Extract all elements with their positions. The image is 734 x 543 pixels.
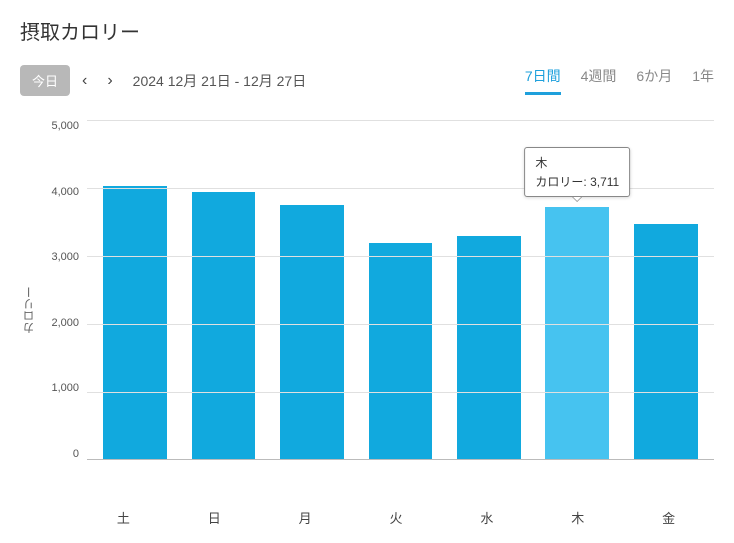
y-tick-label: 1,000 bbox=[51, 382, 79, 394]
x-tick-label: 木 bbox=[532, 508, 623, 527]
bar-月[interactable] bbox=[280, 205, 344, 459]
toolbar: 今日 ‹ › 2024 12月 21日 - 12月 27日 7日間 4週間 6か月 1… bbox=[20, 65, 714, 96]
bar-slot: 木カロリー: 3,711 bbox=[533, 120, 621, 459]
period-tab-2[interactable]: 6か月 bbox=[636, 66, 672, 95]
chevron-right-icon: › bbox=[107, 72, 112, 89]
period-tabs: 7日間 4週間 6か月 1年 bbox=[525, 66, 714, 95]
x-axis-labels: 土日月火水木金 bbox=[78, 508, 714, 527]
prev-button[interactable]: ‹ bbox=[74, 68, 95, 94]
toolbar-left: 今日 ‹ › 2024 12月 21日 - 12月 27日 bbox=[20, 65, 306, 96]
gridline bbox=[87, 120, 714, 121]
x-tick-label: 火 bbox=[351, 508, 442, 527]
tooltip-value: カロリー: 3,711 bbox=[535, 173, 619, 190]
gridline bbox=[87, 256, 714, 257]
plot-area: 木カロリー: 3,711 bbox=[87, 120, 714, 460]
bar-木[interactable] bbox=[545, 207, 609, 459]
bar-金[interactable] bbox=[634, 224, 698, 459]
x-tick-label: 金 bbox=[623, 508, 714, 527]
gridline bbox=[87, 392, 714, 393]
x-tick-label: 日 bbox=[169, 508, 260, 527]
chart-area: カロリー 5,000 4,000 3,000 2,000 1,000 0 木カロリー: 3… bbox=[20, 120, 714, 500]
bar-slot bbox=[268, 120, 356, 459]
bars-container: 木カロリー: 3,711 bbox=[87, 120, 714, 459]
x-tick-label: 土 bbox=[78, 508, 169, 527]
next-button[interactable]: › bbox=[99, 68, 120, 94]
bar-土[interactable] bbox=[103, 186, 167, 459]
chevron-left-icon: ‹ bbox=[82, 72, 87, 89]
bar-火[interactable] bbox=[369, 243, 433, 459]
today-button[interactable]: 今日 bbox=[20, 65, 70, 96]
period-tab-3[interactable]: 1年 bbox=[692, 66, 714, 95]
period-tab-0[interactable]: 7日間 bbox=[525, 66, 561, 95]
bar-slot bbox=[356, 120, 444, 459]
y-axis-ticks: 5,000 4,000 3,000 2,000 1,000 0 bbox=[43, 120, 87, 460]
y-tick-label: 0 bbox=[73, 448, 79, 460]
bar-slot bbox=[622, 120, 710, 459]
gridline bbox=[87, 324, 714, 325]
bar-slot bbox=[91, 120, 179, 459]
x-tick-label: 水 bbox=[441, 508, 532, 527]
period-tab-1[interactable]: 4週間 bbox=[581, 66, 617, 95]
y-tick-label: 2,000 bbox=[51, 317, 79, 329]
bar-日[interactable] bbox=[192, 192, 256, 459]
y-tick-label: 5,000 bbox=[51, 120, 79, 132]
y-tick-label: 3,000 bbox=[51, 251, 79, 263]
page-title: 摂取カロリー bbox=[20, 16, 714, 45]
y-tick-label: 4,000 bbox=[51, 186, 79, 198]
bar-slot bbox=[179, 120, 267, 459]
tooltip: 木カロリー: 3,711 bbox=[524, 147, 630, 197]
date-range-label: 2024 12月 21日 - 12月 27日 bbox=[133, 71, 307, 91]
bar-水[interactable] bbox=[457, 236, 521, 459]
tooltip-title: 木 bbox=[535, 154, 619, 171]
y-axis-label: カロリー bbox=[20, 286, 37, 334]
x-tick-label: 月 bbox=[260, 508, 351, 527]
bar-slot bbox=[445, 120, 533, 459]
